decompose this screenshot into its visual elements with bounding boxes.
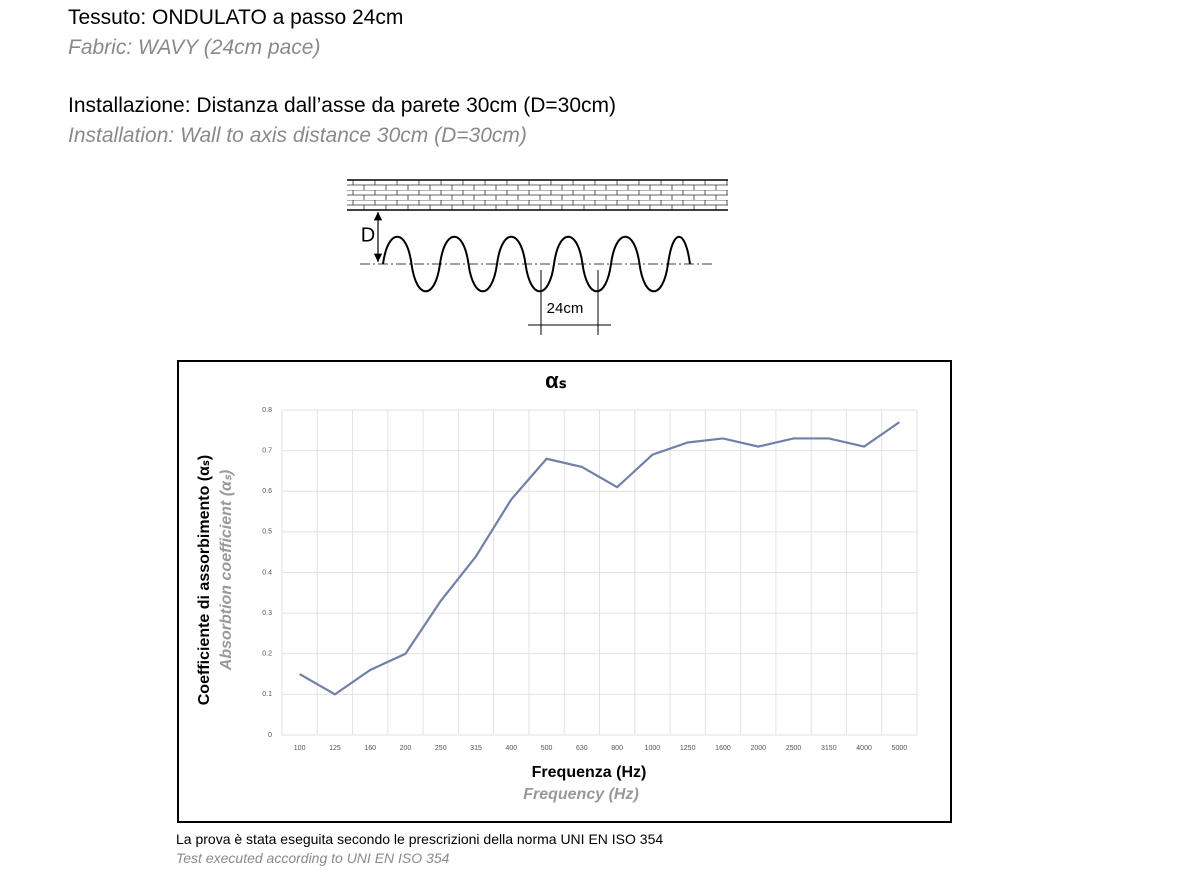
x-axis-subtitle: Frequency (Hz) xyxy=(523,786,639,803)
pitch-label: 24cm xyxy=(547,300,584,317)
y-tick-label: 0.2 xyxy=(262,651,272,658)
y-tick-label: 0.8 xyxy=(262,407,272,414)
y-tick-label: 0.1 xyxy=(262,691,272,698)
y-axis-subtitle: Absorbtion coefficient (αₛ) xyxy=(218,470,235,671)
distance-label: D xyxy=(361,224,375,246)
wall xyxy=(347,180,728,210)
data-line xyxy=(299,421,900,696)
x-tick-label: 3150 xyxy=(821,745,837,752)
x-tick-label: 800 xyxy=(611,745,623,752)
x-tick-label: 200 xyxy=(400,745,412,752)
x-tick-label: 1000 xyxy=(645,745,661,752)
x-tick-label: 630 xyxy=(576,745,588,752)
y-tick-label: 0.4 xyxy=(262,569,272,576)
y-tick-label: 0.6 xyxy=(262,488,272,495)
y-tick-label: 0.3 xyxy=(262,610,272,617)
x-tick-label: 100 xyxy=(294,745,306,752)
x-tick-label: 400 xyxy=(505,745,517,752)
footnote: La prova è stata eseguita secondo le pre… xyxy=(176,831,664,847)
y-axis-title: Coefficiente di assorbimento (αₛ) xyxy=(196,455,213,706)
x-tick-label: 4000 xyxy=(856,745,872,752)
x-tick-label: 315 xyxy=(470,745,482,752)
chart-frame xyxy=(177,360,952,823)
x-tick-label: 2500 xyxy=(786,745,802,752)
footnote-translation: Test executed according to UNI EN ISO 35… xyxy=(176,850,450,866)
installation-subtitle: Installation: Wall to axis distance 30cm… xyxy=(68,124,527,147)
x-axis-title: Frequenza (Hz) xyxy=(532,764,647,781)
x-tick-label: 125 xyxy=(329,745,341,752)
x-tick-label: 250 xyxy=(435,745,447,752)
x-tick-label: 500 xyxy=(541,745,553,752)
x-tick-label: 2000 xyxy=(750,745,766,752)
x-tick-label: 5000 xyxy=(892,745,908,752)
x-tick-label: 1600 xyxy=(715,745,731,752)
x-tick-label: 160 xyxy=(364,745,376,752)
y-tick-label: 0 xyxy=(268,732,272,739)
fabric-wave xyxy=(382,235,691,293)
fabric-title: Tessuto: ONDULATO a passo 24cm xyxy=(68,6,404,29)
y-tick-label: 0.5 xyxy=(262,529,272,536)
y-tick-label: 0.7 xyxy=(262,447,272,454)
fabric-subtitle: Fabric: WAVY (24cm pace) xyxy=(68,36,321,59)
installation-diagram: D 24cm xyxy=(347,179,728,335)
x-tick-label: 1250 xyxy=(680,745,696,752)
installation-title: Installazione: Distanza dall’asse da par… xyxy=(68,94,617,117)
chart-title: αₛ xyxy=(545,368,567,393)
